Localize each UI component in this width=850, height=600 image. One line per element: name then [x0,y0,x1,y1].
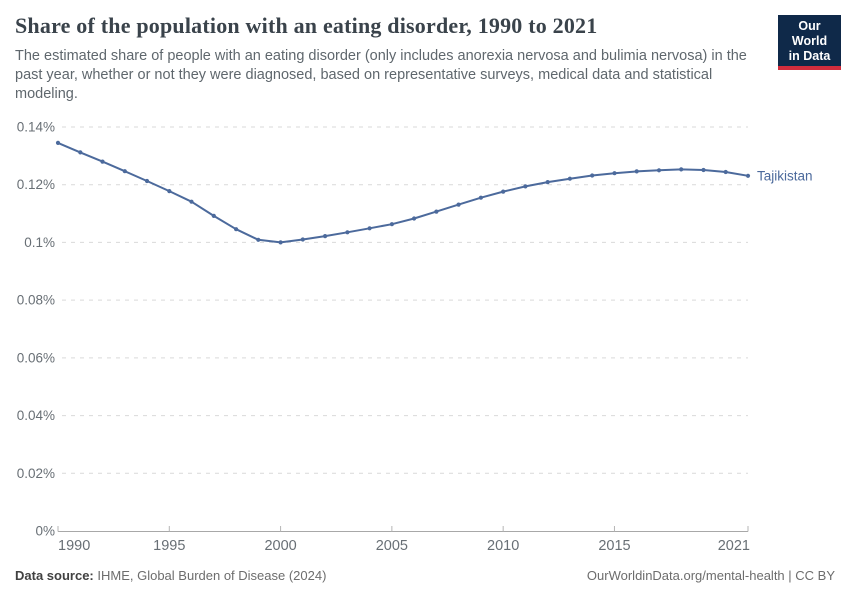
y-tick-label: 0% [35,524,55,539]
data-point[interactable] [256,237,261,242]
x-tick-label: 2000 [264,538,296,554]
data-point[interactable] [278,240,283,245]
data-point[interactable] [545,180,550,185]
data-point[interactable] [634,169,639,174]
x-tick-label: 2010 [487,538,519,554]
data-point[interactable] [434,209,439,214]
data-line[interactable] [57,141,749,244]
data-point[interactable] [656,168,662,173]
y-tick-label: 0.02% [17,466,55,481]
x-tick-label: 2005 [376,538,408,554]
data-point[interactable] [345,230,350,235]
footer-link[interactable]: OurWorldinData.org/mental-health | CC BY [586,568,835,583]
data-source-label: Data source: [15,568,94,583]
chart-header: Share of the population with an eating d… [15,13,775,104]
owid-logo[interactable]: Our World in Data [778,15,841,71]
data-point[interactable] [211,213,216,218]
data-point[interactable] [389,222,394,227]
data-point[interactable] [501,189,506,194]
data-point[interactable] [679,167,684,172]
chart-subtitle: The estimated share of people with an ea… [15,48,747,103]
x-tick-label: 2015 [598,538,630,554]
y-tick-label: 0.14% [17,120,55,135]
data-point[interactable] [478,195,483,200]
data-point[interactable] [412,216,417,221]
x-tick-label: 1990 [58,538,90,554]
data-point[interactable] [55,140,61,145]
owid-logo-line2: in Data [788,48,831,63]
data-point[interactable] [745,173,751,178]
data-source: Data source: IHME, Global Burden of Dise… [15,568,326,583]
data-point[interactable] [144,178,150,184]
data-point[interactable] [612,171,617,176]
data-point[interactable] [567,176,573,181]
data-source-value: IHME, Global Burden of Disease (2024) [97,568,327,583]
series-label[interactable]: Tajikistan [757,168,813,183]
data-point[interactable] [167,189,172,194]
data-point[interactable] [323,234,328,239]
data-point[interactable] [100,159,105,164]
y-tick-label: 0.1% [24,235,55,250]
data-point[interactable] [523,184,528,189]
y-tick-label: 0.12% [17,177,55,192]
data-point[interactable] [300,237,305,242]
y-tick-label: 0.08% [17,293,55,308]
x-tick-label: 1995 [153,538,185,554]
y-tick-label: 0.06% [17,350,55,365]
chart-title: Share of the population with an eating d… [15,13,598,38]
data-point[interactable] [701,167,706,173]
data-point[interactable] [367,226,372,231]
data-point[interactable] [456,202,461,207]
y-tick-label: 0.04% [17,408,55,423]
owid-logo-line1: Our World [791,19,828,48]
chart-footer: Data source: IHME, Global Burden of Dise… [15,568,835,583]
data-point[interactable] [234,227,239,232]
data-point[interactable] [590,173,595,178]
data-point[interactable] [122,169,127,174]
data-point[interactable] [78,150,83,155]
x-tick-label: 2021 [718,538,750,554]
data-point[interactable] [189,199,194,204]
data-point[interactable] [723,169,728,175]
